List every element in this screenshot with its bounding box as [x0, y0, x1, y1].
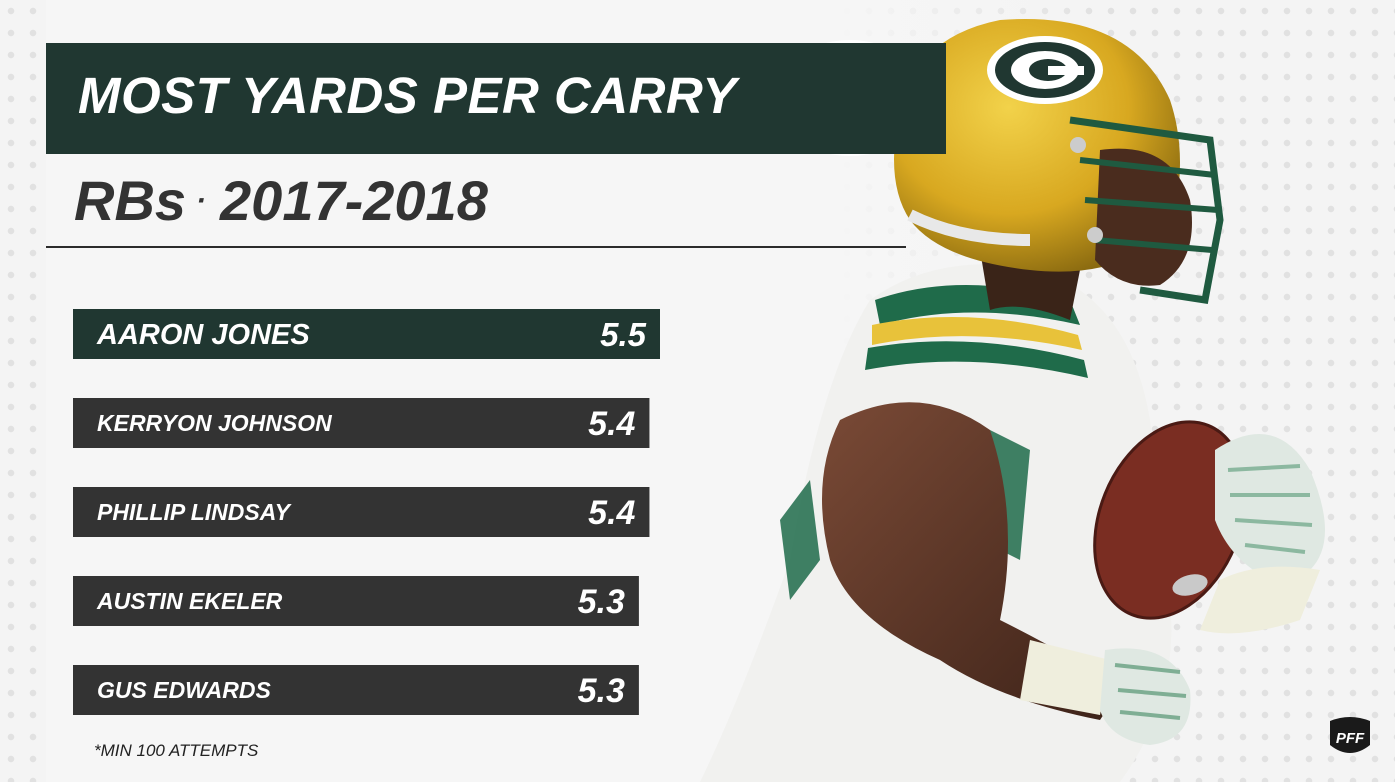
subtitle-group: RBs — [74, 169, 187, 232]
footnote: *MIN 100 ATTEMPTS — [94, 741, 259, 760]
page-title: MOST YARDS PER CARRY — [78, 67, 737, 124]
bar-category-label: AUSTIN EKELER — [96, 588, 283, 614]
divider — [46, 246, 906, 248]
bar-value-label: 5.4 — [588, 405, 635, 443]
bar — [73, 487, 650, 537]
bar — [73, 576, 639, 626]
subtitle: RBs · 2017-2018 — [74, 168, 488, 233]
bar-value-label: 5.5 — [600, 316, 647, 353]
svg-text:PFF: PFF — [1336, 730, 1365, 747]
bar — [73, 665, 639, 715]
bar-value-label: 5.4 — [588, 494, 635, 532]
bar-category-label: PHILLIP LINDSAY — [97, 499, 293, 525]
bar-value-label: 5.3 — [578, 583, 625, 621]
bar — [73, 398, 650, 448]
title-bar — [46, 43, 946, 154]
bar-category-label: KERRYON JOHNSON — [97, 410, 332, 436]
subtitle-period: 2017-2018 — [220, 169, 488, 232]
bar-category-label: AARON JONES — [96, 319, 310, 351]
football-icon — [1093, 420, 1247, 620]
bar-category-label: GUS EDWARDS — [97, 677, 271, 703]
bar — [73, 309, 660, 359]
subtitle-separator: · — [196, 184, 207, 218]
bar-value-label: 5.3 — [578, 672, 625, 710]
helmet-icon — [894, 19, 1224, 304]
pff-logo-icon: PFF — [1330, 717, 1370, 753]
